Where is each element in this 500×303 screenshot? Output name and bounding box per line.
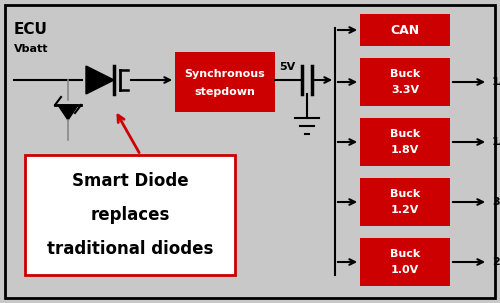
Text: Buck: Buck (390, 129, 420, 139)
Bar (175, 52, 275, 112)
Text: Buck: Buck (390, 189, 420, 199)
Text: 2.5A: 2.5A (492, 257, 500, 267)
Text: stepdown: stepdown (194, 87, 256, 97)
Polygon shape (58, 105, 78, 120)
Bar (25, 155, 235, 275)
Text: 1.8V: 1.8V (391, 145, 419, 155)
Polygon shape (86, 66, 114, 94)
Text: CAN: CAN (390, 24, 420, 36)
Bar (360, 118, 450, 166)
Text: 1A: 1A (492, 137, 500, 147)
Text: 5V: 5V (279, 62, 295, 72)
Text: 1.0V: 1.0V (391, 265, 419, 275)
Text: 1A: 1A (492, 77, 500, 87)
Text: Buck: Buck (390, 249, 420, 259)
Bar (360, 178, 450, 226)
Text: 3.3V: 3.3V (391, 85, 419, 95)
Text: Vbatt: Vbatt (14, 44, 48, 54)
Text: replaces: replaces (90, 206, 170, 224)
Text: Buck: Buck (390, 69, 420, 79)
Bar (360, 58, 450, 106)
Bar (360, 238, 450, 286)
Bar (360, 14, 450, 46)
Text: ECU: ECU (14, 22, 48, 37)
Text: 3A: 3A (492, 197, 500, 207)
Text: Synchronous: Synchronous (184, 69, 266, 79)
Text: 1.2V: 1.2V (391, 205, 419, 215)
Text: traditional diodes: traditional diodes (47, 240, 213, 258)
Text: Smart Diode: Smart Diode (72, 172, 188, 190)
